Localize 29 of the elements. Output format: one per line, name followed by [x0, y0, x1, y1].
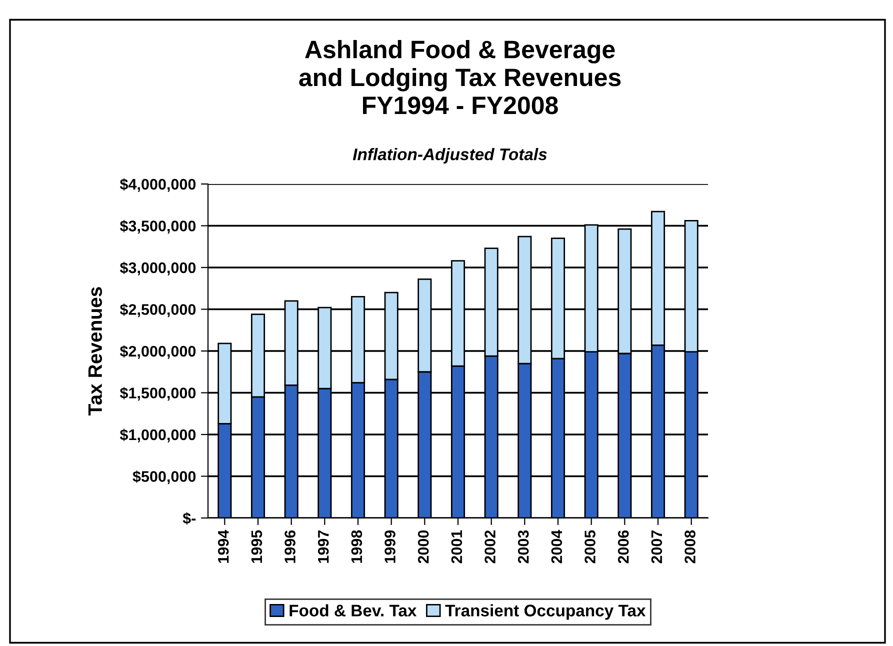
chart-subtitle: Inflation-Adjusted Totals — [352, 148, 547, 164]
x-tick-label: 2004 — [551, 530, 562, 564]
x-tick-label: 2001 — [451, 530, 462, 564]
x-tick-label: 1994 — [218, 530, 229, 563]
x-tick-label: 2008 — [684, 530, 696, 564]
x-tick-label: 2007 — [651, 530, 662, 564]
x-tick-label: 2000 — [418, 530, 429, 564]
legend-label: Transient Occupancy Tax — [445, 604, 646, 620]
y-tick-label: $2,000,000 — [120, 345, 196, 359]
y-tick-label: $1,500,000 — [120, 386, 196, 401]
y-tick-label: $500,000 — [132, 470, 196, 484]
x-tick-label: 1997 — [318, 530, 329, 563]
y-tick-label: $- — [182, 512, 196, 525]
y-tick-label: $2,500,000 — [120, 303, 196, 318]
y-tick-label: $3,500,000 — [120, 220, 196, 234]
x-tick-label: 2002 — [484, 530, 496, 564]
y-axis-title: Tax Revenues — [88, 287, 102, 416]
x-tick-label: 2003 — [518, 530, 529, 564]
x-tick-label: 2005 — [584, 530, 596, 564]
x-tick-label: 1999 — [384, 530, 396, 563]
y-tick-label: $4,000,000 — [120, 178, 196, 192]
x-tick-label: 1996 — [284, 530, 296, 563]
y-tick-label: $1,000,000 — [120, 428, 196, 442]
chart-title: Ashland Food & Beverage and Lodging Tax Revenues FY1994 - FY2008 — [299, 40, 621, 114]
y-tick-label: $3,000,000 — [120, 262, 196, 276]
x-tick-label: 1995 — [251, 530, 262, 563]
legend-label: Food & Bev. Tax — [290, 604, 417, 616]
x-tick-label: 1998 — [351, 530, 362, 563]
x-tick-label: 2006 — [618, 530, 629, 564]
